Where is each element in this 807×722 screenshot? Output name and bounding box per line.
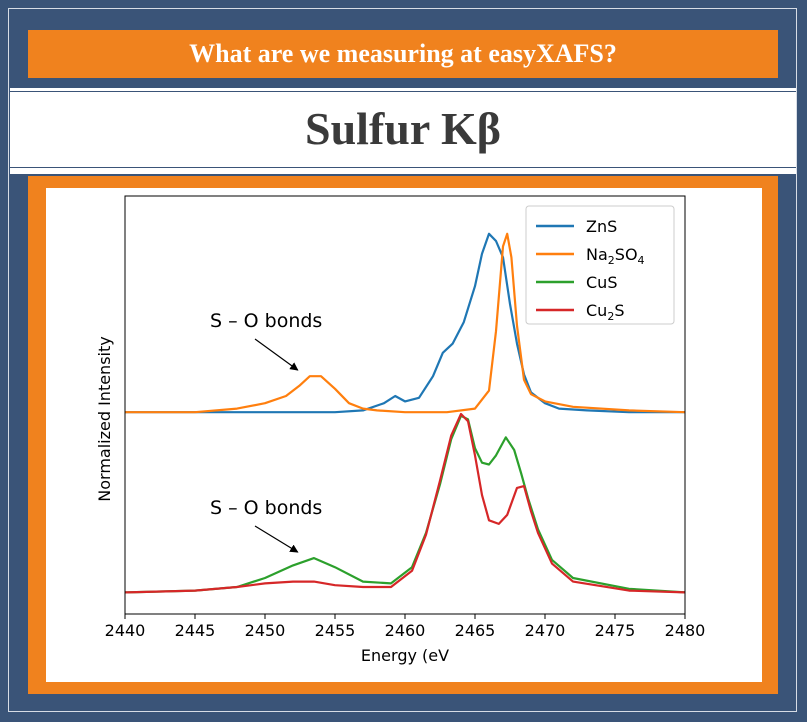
series-line-na2so4	[125, 232, 686, 414]
chart-area: 2440 2445 2450 2455 2460 2465 2470 2475 2480 Ener…	[46, 188, 762, 682]
legend-text-part: 2	[607, 310, 614, 323]
x-tick-label: 2440	[105, 621, 146, 640]
annotation-arrow	[254, 338, 299, 371]
x-tick-label: 2445	[175, 621, 216, 640]
x-axis-label: Energy (eV	[361, 646, 449, 665]
legend-text-part: ZnS	[586, 217, 617, 236]
x-tick-label: 2460	[385, 621, 426, 640]
annotation-label: S – O bonds	[210, 497, 322, 519]
legend-text-part: 4	[638, 254, 645, 267]
x-tick-label: 2465	[455, 621, 496, 640]
legend-label-cus: CuS	[586, 273, 617, 292]
x-tick-label: 2450	[245, 621, 286, 640]
x-tick-label: 2470	[525, 621, 566, 640]
x-tick-label: 2475	[595, 621, 636, 640]
legend-text-part: Cu	[586, 301, 607, 320]
x-tick-label: 2455	[315, 621, 356, 640]
page-title: Sulfur Kβ	[305, 103, 501, 154]
top-banner: What are we measuring at easyXAFS?	[28, 30, 778, 78]
legend-text-part: SO	[615, 245, 638, 264]
legend-label-cu2s: Cu2S	[586, 301, 624, 323]
title-box: Sulfur Kβ	[10, 86, 796, 174]
series-line-cus	[124, 414, 686, 594]
spectrum-chart: 2440 2445 2450 2455 2460 2465 2470 2475 2480 Ener…	[95, 195, 706, 665]
annotation-arrow	[254, 525, 299, 553]
series-line-cu2s	[124, 412, 686, 594]
outer-frame	[8, 8, 797, 712]
legend-text-part: 2	[608, 254, 615, 267]
legend-text-part: CuS	[586, 273, 617, 292]
chart-panel: 2440 2445 2450 2455 2460 2465 2470 2475 2480 Ener…	[28, 176, 778, 694]
legend-label-na2so4: Na2SO4	[586, 245, 645, 267]
annotation-label: S – O bonds	[210, 310, 322, 332]
x-tick-label: 2480	[665, 621, 706, 640]
y-axis-label: Normalized Intensity	[95, 336, 114, 501]
banner-text: What are we measuring at easyXAFS?	[189, 39, 617, 68]
legend-text-part: Na	[586, 245, 608, 264]
legend-text-part: S	[614, 301, 624, 320]
legend-label-zns: ZnS	[586, 217, 617, 236]
legend-box	[525, 205, 675, 325]
